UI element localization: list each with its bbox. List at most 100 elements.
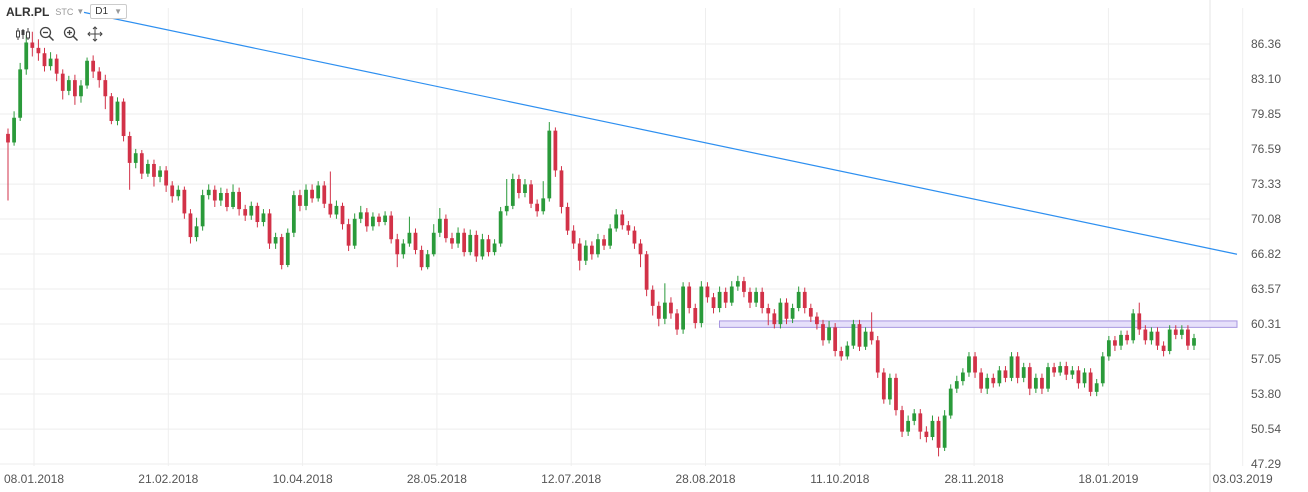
y-tick-label: 66.82 <box>1251 247 1281 261</box>
candle <box>115 97 120 126</box>
candle <box>535 199 540 217</box>
candle-body <box>687 286 692 309</box>
candle-body <box>924 431 929 438</box>
candle <box>66 75 71 96</box>
candle-body <box>553 130 558 171</box>
candle <box>24 34 29 75</box>
candle <box>121 98 126 142</box>
candle <box>1058 361 1063 376</box>
x-tick-label: 11.10.2018 <box>810 472 869 486</box>
candle <box>133 148 138 169</box>
candle <box>602 234 606 250</box>
trendline[interactable] <box>83 11 1238 255</box>
candle-body <box>182 189 187 214</box>
candle <box>127 131 132 190</box>
candle-body <box>352 218 357 246</box>
candle <box>547 122 552 202</box>
candle <box>1131 309 1136 344</box>
candle <box>1040 373 1044 395</box>
x-axis-labels: 08.01.2018 21.02.2018 10.04.2018 28.05.2018… <box>4 472 1273 486</box>
timeframe-selector[interactable]: D1 ▼ <box>90 4 127 19</box>
candle <box>784 298 789 325</box>
candle <box>492 239 497 256</box>
candle <box>1125 330 1129 345</box>
candle-body <box>900 410 904 432</box>
candle <box>358 205 363 224</box>
candle-body <box>480 239 485 257</box>
candle-body <box>821 324 825 341</box>
symbol-label[interactable]: ALR.PL <box>6 4 50 19</box>
candle <box>504 179 509 216</box>
candle-body <box>285 232 290 266</box>
y-tick-label: 76.59 <box>1251 142 1281 156</box>
candle-body <box>827 327 831 341</box>
candle-body <box>115 101 120 121</box>
candle <box>1064 361 1069 381</box>
candles-icon[interactable] <box>14 26 32 42</box>
candle <box>1015 352 1020 384</box>
candle-body <box>170 185 175 197</box>
zoom-in-icon[interactable] <box>62 26 80 42</box>
candle-body <box>225 192 229 207</box>
candle-body <box>930 420 935 438</box>
candle-body <box>431 232 436 255</box>
candle-body <box>1106 340 1111 357</box>
candle-body <box>498 211 503 244</box>
candle <box>279 233 284 270</box>
zoom-out-icon[interactable] <box>38 26 56 42</box>
candle-body <box>1082 372 1087 384</box>
x-tick-label: 28.08.2018 <box>675 472 735 486</box>
candle <box>1179 325 1184 340</box>
candle <box>985 373 990 395</box>
candle <box>310 184 314 203</box>
candle <box>170 181 175 203</box>
mode-selector[interactable]: STC ▼ <box>55 7 84 17</box>
candle <box>979 368 984 393</box>
candle <box>48 52 53 71</box>
candle-body <box>985 377 990 389</box>
candle-body <box>474 234 479 257</box>
candle <box>1137 302 1142 335</box>
candle <box>681 282 685 334</box>
candle <box>863 327 868 350</box>
candle <box>687 282 692 314</box>
candle-body <box>1058 366 1063 373</box>
trendline-line <box>83 11 1238 255</box>
candle-body <box>547 130 552 199</box>
candle-body <box>1131 313 1136 341</box>
candle-body <box>1143 329 1148 341</box>
candle <box>1094 378 1099 397</box>
candle-body <box>523 184 527 193</box>
candle-body <box>48 58 53 67</box>
candle-body <box>1186 329 1190 346</box>
y-tick-label: 83.10 <box>1251 72 1281 86</box>
candle-body <box>742 281 746 292</box>
candle-body <box>109 96 114 121</box>
candle <box>675 309 679 335</box>
candle-body <box>973 356 977 373</box>
candle <box>821 319 825 346</box>
candle-body <box>504 205 509 212</box>
candle <box>371 212 375 231</box>
move-icon[interactable] <box>86 26 104 42</box>
candle-body <box>389 215 394 240</box>
candle-body <box>1088 372 1093 392</box>
timeframe-label: D1 <box>95 6 109 17</box>
candle <box>900 405 904 438</box>
candle-body <box>529 184 533 204</box>
candle <box>717 286 722 313</box>
candle <box>486 234 491 257</box>
candle-body <box>304 189 308 206</box>
candle-body <box>735 281 740 287</box>
candle <box>42 47 47 72</box>
candle-body <box>991 377 996 384</box>
candle <box>389 211 394 244</box>
candle-body <box>997 370 1002 384</box>
candle-body <box>1040 377 1044 389</box>
x-tick-label: 28.11.2018 <box>945 472 1004 486</box>
chevron-down-icon: ▼ <box>114 7 122 16</box>
y-tick-label: 63.57 <box>1251 282 1281 296</box>
candle-body <box>796 291 801 309</box>
candle <box>510 173 515 210</box>
